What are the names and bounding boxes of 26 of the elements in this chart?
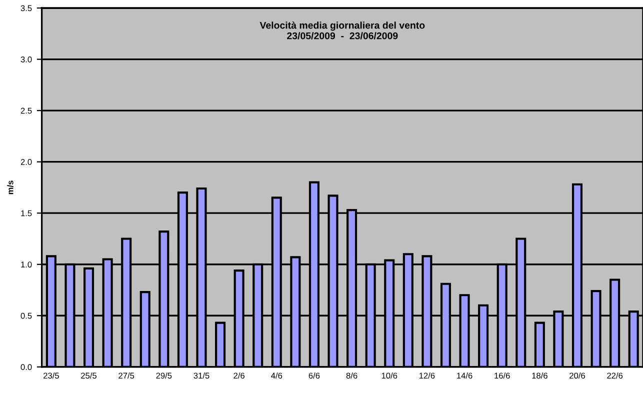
y-tick-label: 1.0 bbox=[21, 262, 32, 268]
y-tick-label: 3.0 bbox=[20, 56, 32, 62]
x-tick-label: 20/6 bbox=[570, 372, 585, 379]
y-tick-label: 0.5 bbox=[20, 312, 32, 319]
x-tick-label: 29/5 bbox=[156, 372, 172, 379]
x-tick-label: 31/5 bbox=[194, 372, 210, 379]
x-tick-label: 25/5 bbox=[81, 372, 97, 379]
y-tick-label: 0.0 bbox=[20, 364, 32, 370]
text: Velocità media giornaliera del vento 23/05/2009 - 23/06/2009 bbox=[260, 22, 425, 40]
x-tick-label: 6/6 bbox=[308, 372, 320, 379]
x-tick-label: 2/6 bbox=[234, 372, 244, 379]
x-tick-label: 8/6 bbox=[346, 372, 358, 379]
y-tick-label: 1.5 bbox=[21, 210, 32, 216]
x-tick-label: 14/6 bbox=[457, 372, 472, 379]
x-tick-label: 23/5 bbox=[44, 372, 59, 379]
x-tick-label: 18/6 bbox=[532, 372, 548, 379]
x-tick-label: 22/6 bbox=[607, 372, 623, 379]
x-tick-label: 16/6 bbox=[494, 372, 510, 379]
y-tick-label: 2.0 bbox=[20, 159, 32, 165]
x-tick-label: 10/6 bbox=[382, 372, 398, 379]
y-tick-label: 2.5 bbox=[20, 108, 32, 114]
y-axis-title: m/s bbox=[7, 180, 14, 194]
x-tick-label: 12/6 bbox=[419, 372, 435, 379]
x-tick-label: 4/6 bbox=[271, 372, 282, 379]
y-tick-label: 3.5 bbox=[20, 5, 32, 12]
x-tick-label: 27/5 bbox=[118, 372, 134, 379]
